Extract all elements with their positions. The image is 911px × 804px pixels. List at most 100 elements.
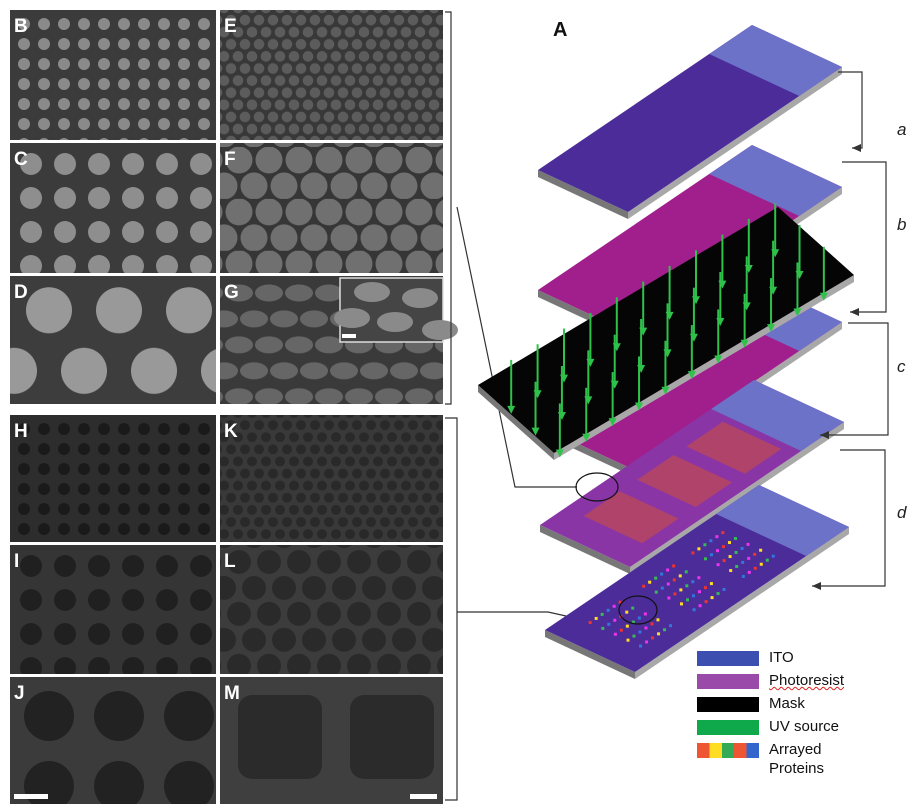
protein-spot xyxy=(697,576,700,579)
protein-spot xyxy=(693,608,696,611)
protein-spot xyxy=(650,622,653,625)
protein-spot xyxy=(691,551,694,554)
legend-text: UV source xyxy=(769,717,859,736)
inset-dot xyxy=(402,288,438,308)
protein-spot xyxy=(654,577,657,580)
protein-spot xyxy=(711,596,714,599)
protein-spot xyxy=(685,584,688,587)
scale-bar xyxy=(410,794,437,799)
panel-label: G xyxy=(224,282,239,303)
protein-spot xyxy=(703,543,706,546)
protein-spot xyxy=(607,609,610,612)
step-label: a xyxy=(897,120,906,139)
micrograph-dots xyxy=(10,10,216,140)
protein-spot xyxy=(663,628,666,631)
panel-label: H xyxy=(14,421,28,442)
protein-spot xyxy=(760,563,763,566)
protein-spot xyxy=(680,602,683,605)
panel-label: F xyxy=(224,149,236,170)
diagram-label: A xyxy=(553,19,567,41)
panel-label: L xyxy=(224,551,236,572)
protein-spot xyxy=(722,545,725,548)
protein-spot xyxy=(655,591,658,594)
arrowhead xyxy=(812,582,821,590)
protein-spot xyxy=(651,636,654,639)
micrograph-dots xyxy=(10,545,216,674)
micrograph-dots xyxy=(10,415,216,542)
micrograph-dots xyxy=(10,677,216,804)
protein-spot xyxy=(698,590,701,593)
legend-swatch xyxy=(697,674,759,689)
micrograph-dots xyxy=(220,10,443,140)
step-bracket xyxy=(838,72,862,148)
protein-spot xyxy=(673,578,676,581)
protein-spot xyxy=(747,557,750,560)
micrograph-dots xyxy=(10,276,216,404)
protein-spot xyxy=(753,553,756,556)
protein-spot xyxy=(729,569,732,572)
panel-label: D xyxy=(14,282,28,303)
protein-spot xyxy=(717,592,720,595)
protein-spot xyxy=(632,635,635,638)
protein-spot xyxy=(772,555,775,558)
protein-spot xyxy=(613,605,616,608)
bracket xyxy=(445,12,451,404)
panel-label: E xyxy=(224,16,237,37)
protein-spot xyxy=(679,588,682,591)
protein-spot xyxy=(699,604,702,607)
protein-spot xyxy=(657,632,660,635)
protein-spot xyxy=(660,573,663,576)
protein-spot xyxy=(759,549,762,552)
protein-spot xyxy=(601,627,604,630)
protein-spot xyxy=(735,565,738,568)
step-bracket xyxy=(842,162,886,312)
protein-spot xyxy=(638,617,641,620)
protein-spot xyxy=(685,570,688,573)
protein-spot xyxy=(721,531,724,534)
protein-spot xyxy=(747,543,750,546)
inset-dot xyxy=(354,282,390,302)
panel-label: C xyxy=(14,149,28,170)
protein-spot xyxy=(741,547,744,550)
protein-spot xyxy=(639,645,642,648)
micrograph-dots xyxy=(220,415,443,542)
protein-spot xyxy=(614,633,617,636)
protein-spot xyxy=(686,598,689,601)
step-label: b xyxy=(897,215,906,234)
step-label: c xyxy=(897,357,906,376)
legend-text: ITO xyxy=(769,648,859,667)
protein-spot xyxy=(705,600,708,603)
protein-spot xyxy=(766,559,769,562)
protein-spot xyxy=(704,557,707,560)
protein-spot xyxy=(715,535,718,538)
panel-label: J xyxy=(14,683,25,704)
protein-spot xyxy=(672,564,675,567)
protein-spot xyxy=(667,597,670,600)
legend-text: Arrayed Proteins xyxy=(769,740,839,778)
protein-spot xyxy=(710,582,713,585)
protein-spot xyxy=(601,613,604,616)
protein-spot xyxy=(626,625,629,628)
micrograph-dots xyxy=(10,143,216,273)
protein-spot xyxy=(673,592,676,595)
protein-spot xyxy=(692,594,695,597)
protein-spot xyxy=(638,631,641,634)
inset-dot xyxy=(334,308,370,328)
legend-swatch xyxy=(697,720,759,735)
protein-spot xyxy=(644,612,647,615)
protein-spot xyxy=(613,619,616,622)
protein-spot xyxy=(595,617,598,620)
protein-spot xyxy=(709,539,712,542)
protein-spot xyxy=(748,571,751,574)
protein-spot xyxy=(589,621,592,624)
inset-dot xyxy=(422,320,458,340)
protein-spot xyxy=(728,541,731,544)
protein-spot xyxy=(729,555,732,558)
protein-spot xyxy=(661,587,664,590)
panel-label: I xyxy=(14,551,19,572)
scale-bar xyxy=(342,334,356,338)
bracket xyxy=(445,418,457,800)
protein-spot xyxy=(648,581,651,584)
protein-spot xyxy=(735,551,738,554)
micrograph-dots xyxy=(220,677,443,804)
